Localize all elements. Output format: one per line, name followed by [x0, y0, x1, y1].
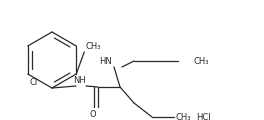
Text: Cl: Cl [30, 78, 38, 87]
Text: CH₃: CH₃ [193, 57, 209, 66]
Text: NH: NH [74, 76, 86, 85]
Text: CH₃: CH₃ [175, 113, 191, 120]
Text: HCl: HCl [196, 113, 211, 120]
Text: O: O [90, 110, 96, 119]
Text: CH₃: CH₃ [85, 42, 101, 51]
Text: HN: HN [99, 57, 112, 66]
